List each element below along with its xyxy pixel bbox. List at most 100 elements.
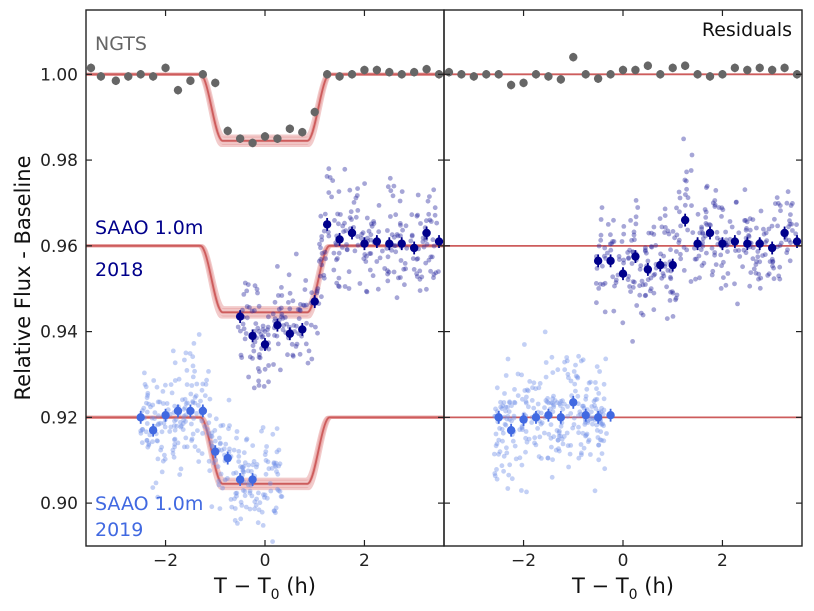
ngts-residual-binned-point: [656, 70, 665, 79]
saao-2018-residual-raw-point: [701, 260, 707, 266]
saao-2018-raw-point: [291, 323, 297, 328]
ngts-binned-point: [422, 64, 431, 74]
saao-2018-raw-point: [275, 341, 281, 347]
saao-2018-raw-point: [344, 242, 349, 247]
saao-2018-residual-raw-point: [757, 285, 763, 291]
saao-2018-residual-raw-point: [661, 253, 666, 259]
saao-2018-raw-point: [411, 267, 417, 272]
saao-2018-raw-point: [266, 314, 271, 320]
saao-2018-residual-raw-point: [784, 250, 790, 256]
saao-2019-raw-point: [249, 469, 254, 474]
saao-2018-residual-raw-point: [747, 216, 753, 222]
saao-2018-residual-raw-point: [625, 250, 631, 255]
saao-2018-raw-point: [398, 258, 404, 263]
saao-2019-raw-point: [232, 506, 238, 511]
saao-2019-raw-point: [275, 486, 280, 492]
saao-2018-residual-raw-point: [790, 228, 795, 233]
saao-2019-raw-point: [246, 482, 251, 488]
ngts-binned-point: [347, 70, 357, 79]
saao-2018-residual-raw-point: [630, 339, 635, 344]
saao-2018-residual-raw-point: [620, 320, 626, 326]
saao-2019-raw-point: [157, 399, 163, 405]
saao-2018-residual-raw-point: [649, 244, 655, 250]
saao-2019-residual-raw-point: [554, 400, 560, 406]
saao-2019-raw-point: [227, 423, 232, 428]
saao-2018-residual-raw-point: [692, 256, 698, 262]
saao-2019-residual-raw-point: [573, 388, 578, 394]
saao-2019-residual-raw-point: [586, 437, 592, 443]
saao-2019-raw-point: [160, 389, 166, 394]
ngts-residual-binned-point: [755, 63, 764, 73]
saao-2018-residual-raw-point: [653, 243, 659, 248]
saao-2019-residual-raw-point: [492, 473, 498, 479]
saao-2019-residual-raw-point: [519, 372, 524, 378]
saao-2018-raw-point: [431, 275, 436, 281]
saao-2018-raw-point: [279, 314, 284, 320]
saao-2019-raw-point: [238, 499, 244, 505]
saao-2018-residual-raw-point: [626, 273, 631, 279]
saao-2019-raw-point: [260, 523, 266, 528]
saao-2018-raw-point: [427, 217, 433, 223]
saao-2018-residual-raw-point: [629, 261, 635, 266]
saao-2018-raw-point: [258, 332, 264, 337]
transit-model-line: [86, 244, 444, 314]
saao-2018-raw-point: [346, 286, 352, 291]
saao-2018-raw-point: [256, 378, 261, 384]
saao-2018-residual-binned-point: [767, 243, 777, 253]
saao-2018-raw-point: [259, 334, 265, 340]
saao-2019-residual-raw-point: [520, 427, 525, 433]
saao-2019-residual-raw-point: [560, 441, 566, 447]
saao-2018-residual-raw-point: [761, 226, 766, 232]
saao-2018-residual-raw-point: [666, 231, 672, 237]
saao-2018-residual-raw-point: [769, 223, 775, 229]
saao-2018-raw-point: [367, 251, 373, 256]
saao-2018-raw-point: [428, 268, 433, 274]
saao-2019-residual-raw-point: [553, 447, 559, 453]
saao-2018-raw-point: [414, 271, 419, 277]
saao-2019-residual-raw-point: [523, 400, 529, 406]
saao-2019-raw-point: [218, 440, 223, 446]
saao-2019-residual-raw-point: [566, 464, 571, 470]
saao-2018-residual-raw-point: [674, 205, 679, 211]
saao-2019-residual-raw-point: [599, 422, 605, 427]
saao-2018-raw-point: [303, 278, 309, 283]
ngts-binned-point: [148, 72, 158, 81]
saao-2018-binned-point: [360, 239, 369, 248]
saao-2018-raw-point: [434, 220, 440, 226]
saao-2019-raw-point: [170, 447, 176, 453]
saao-2019-raw-point: [152, 410, 158, 415]
saao-2018-raw-point: [240, 307, 245, 313]
saao-2018-raw-point: [377, 255, 383, 261]
saao-2019-residual-raw-point: [551, 402, 556, 408]
saao-2019-residual-raw-point: [576, 413, 581, 419]
saao-2018-residual-raw-point: [668, 247, 673, 253]
saao-2019-binned-point: [161, 411, 170, 420]
saao-2019-residual-raw-point: [535, 426, 540, 431]
saao-2018-raw-point: [414, 274, 420, 279]
ngts-binned-point: [397, 70, 406, 79]
saao-2018-raw-point: [417, 268, 423, 274]
ngts-residual-binned-point: [531, 70, 541, 79]
saao-2019-raw-point: [178, 424, 184, 430]
saao-2018-raw-point: [247, 305, 252, 310]
saao-2018-raw-point: [265, 327, 270, 333]
saao-2019-raw-point: [236, 454, 242, 459]
saao-2018-raw-point: [253, 321, 259, 326]
saao-2018-raw-point: [393, 249, 399, 255]
saao-2018-raw-point: [390, 193, 396, 199]
saao-2019-residual-raw-point: [596, 391, 602, 396]
saao-2018-residual-raw-point: [723, 282, 729, 288]
saao-2018-raw-point: [308, 322, 314, 328]
saao-2018-residual-raw-point: [644, 250, 649, 256]
saao-2018-residual-raw-point: [704, 183, 710, 189]
saao-2018-residual-raw-point: [668, 274, 673, 280]
saao-2019-residual-raw-point: [536, 454, 542, 459]
saao-2019-residual-raw-point: [573, 362, 578, 368]
saao-2018-residual-raw-point: [689, 203, 694, 209]
saao-2019-raw-point: [195, 428, 200, 433]
saao-2019-residual-raw-point: [560, 406, 566, 412]
saao-2018-residual-raw-point: [776, 201, 781, 206]
saao-2019-residual-raw-point: [537, 434, 543, 440]
right-x-axis-title: T − T0 (h): [571, 574, 674, 603]
